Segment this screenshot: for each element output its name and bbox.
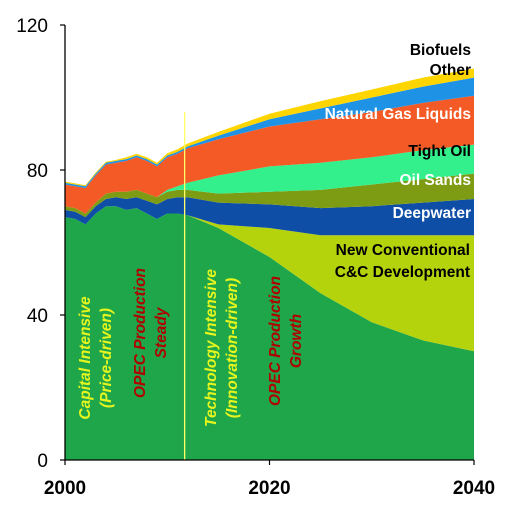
annotation-line: OPEC Production — [132, 268, 149, 398]
area-series-1 — [65, 206, 474, 352]
series-label-deepwater: Deepwater — [393, 205, 471, 222]
area-series-4 — [65, 144, 474, 214]
series-label-oil-sands: Oil Sands — [400, 172, 472, 189]
axis-ticks — [60, 24, 475, 465]
y-tick-label: 40 — [27, 306, 48, 327]
y-tick-label: 120 — [16, 16, 48, 37]
series-label-new-conventional: New Conventional — [336, 242, 470, 259]
annotation-line: Capital Intensive — [77, 296, 94, 420]
annotation-line: Steady — [153, 306, 170, 358]
annotation-technology-intensive: Technology Intensive (Innovation-driven) — [203, 269, 241, 427]
area-series-2 — [65, 197, 474, 236]
annotation-line: (Innovation-driven) — [224, 278, 241, 418]
series-label-cc-development: C&C Development — [335, 264, 470, 281]
series-label-tight-oil: Tight Oil — [408, 143, 471, 160]
area-series-5 — [65, 95, 474, 214]
area-series-group — [65, 68, 474, 460]
x-tick-label: 2000 — [44, 478, 86, 499]
annotation-line: (Price-driven) — [98, 308, 115, 408]
area-series-0 — [65, 206, 474, 460]
area-series-7 — [65, 68, 474, 187]
x-tick-label: 2020 — [248, 478, 290, 499]
x-tick-label: 2040 — [453, 478, 495, 499]
area-series-3 — [65, 173, 474, 218]
series-label-other: Other — [430, 62, 471, 79]
annotation-line: Growth — [288, 314, 305, 368]
annotation-opec-steady: OPEC Production Steady — [132, 268, 170, 398]
series-label-biofuels: Biofuels — [410, 42, 471, 59]
area-series-6 — [65, 77, 474, 189]
y-tick-label: 0 — [37, 451, 48, 472]
annotation-line: Technology Intensive — [203, 269, 220, 427]
annotation-line: OPEC Production — [267, 276, 284, 406]
series-label-natural-gas-liquids: Natural Gas Liquids — [325, 106, 471, 123]
annotation-opec-growth: OPEC Production Growth — [267, 276, 305, 406]
annotation-capital-intensive: Capital Intensive (Price-driven) — [77, 296, 115, 420]
y-tick-label: 80 — [27, 161, 48, 182]
